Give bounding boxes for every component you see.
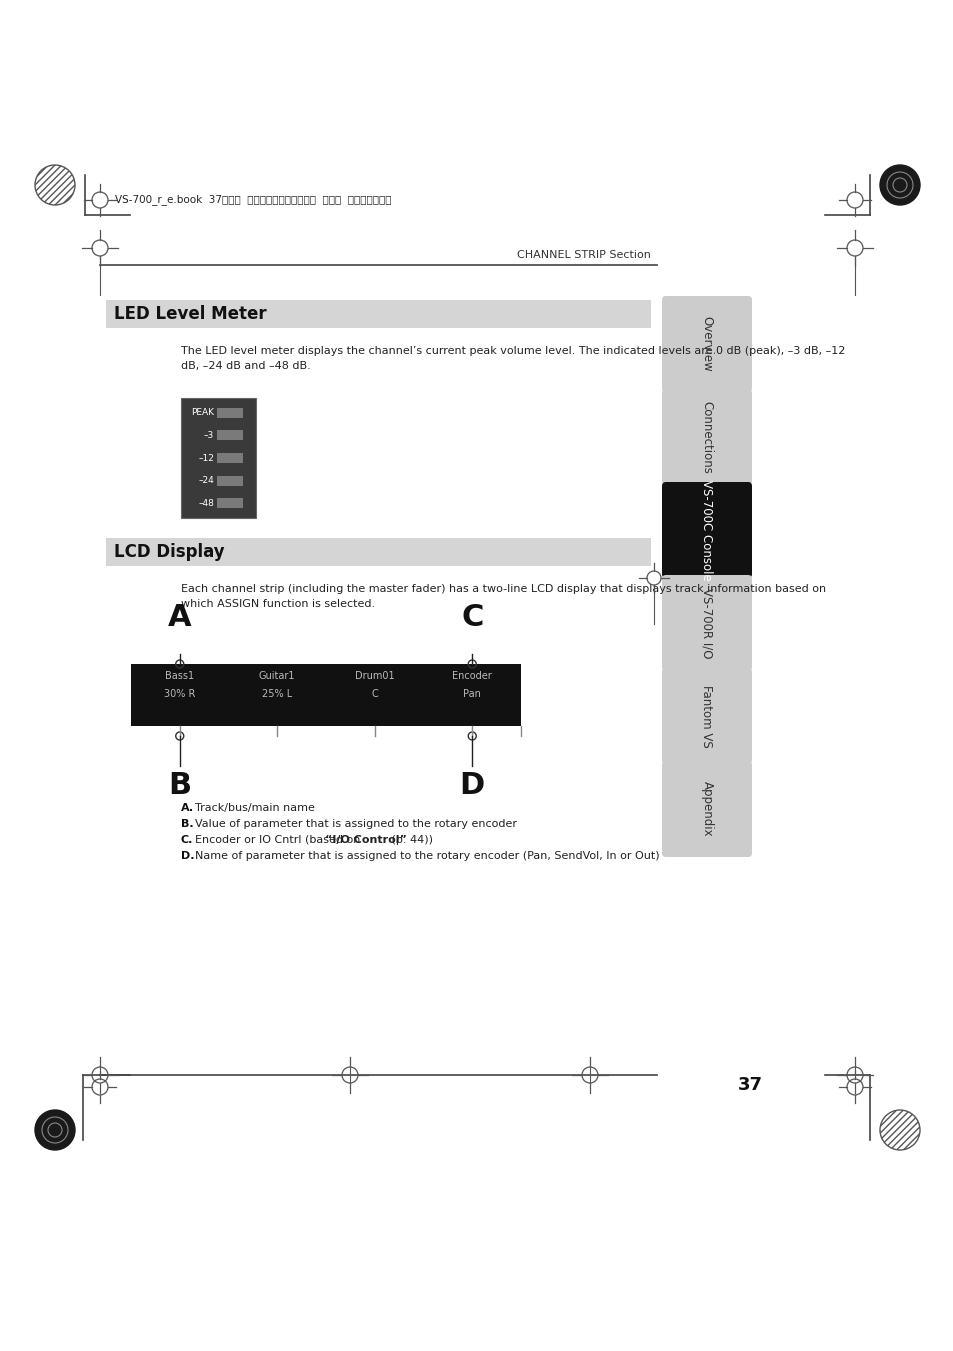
Text: Fantom VS: Fantom VS bbox=[700, 685, 713, 747]
Text: Pan: Pan bbox=[463, 689, 480, 698]
FancyBboxPatch shape bbox=[661, 576, 751, 671]
Text: Overview: Overview bbox=[700, 316, 713, 372]
Text: Bass1: Bass1 bbox=[165, 671, 194, 681]
Text: C.: C. bbox=[181, 835, 193, 844]
Bar bbox=[106, 538, 650, 566]
FancyBboxPatch shape bbox=[661, 389, 751, 485]
Text: –24: –24 bbox=[198, 476, 213, 485]
Text: Connections: Connections bbox=[700, 400, 713, 473]
Text: Drum01: Drum01 bbox=[355, 671, 395, 681]
Text: A.: A. bbox=[181, 802, 193, 813]
Bar bbox=[216, 431, 243, 440]
Text: 37: 37 bbox=[737, 1075, 761, 1094]
Text: VS-700R I/O: VS-700R I/O bbox=[700, 588, 713, 658]
Text: Encoder or IO Cntrl (based on: Encoder or IO Cntrl (based on bbox=[194, 835, 363, 844]
Text: B.: B. bbox=[181, 819, 193, 830]
Text: A: A bbox=[168, 603, 192, 632]
Text: Guitar1: Guitar1 bbox=[258, 671, 295, 681]
Text: B: B bbox=[168, 771, 192, 800]
Text: 30% R: 30% R bbox=[164, 689, 195, 698]
Bar bbox=[216, 453, 243, 463]
Text: D.: D. bbox=[181, 851, 194, 861]
Text: Track/bus/main name: Track/bus/main name bbox=[194, 802, 314, 813]
Circle shape bbox=[879, 165, 919, 205]
Text: VS-700C Console: VS-700C Console bbox=[700, 480, 713, 581]
Text: VS-700_r_e.book  37ページ  ２００８年１１月２０日  木曜日  午後２時２８分: VS-700_r_e.book 37ページ ２００８年１１月２０日 木曜日 午後… bbox=[115, 195, 391, 205]
Bar bbox=[106, 300, 650, 328]
FancyBboxPatch shape bbox=[661, 296, 751, 392]
Text: –12: –12 bbox=[198, 454, 213, 462]
FancyBboxPatch shape bbox=[661, 482, 751, 578]
Text: PEAK: PEAK bbox=[191, 408, 213, 417]
Text: Appendix: Appendix bbox=[700, 781, 713, 836]
Text: Value of parameter that is assigned to the rotary encoder: Value of parameter that is assigned to t… bbox=[194, 819, 517, 830]
Bar bbox=[131, 663, 520, 725]
Text: LED Level Meter: LED Level Meter bbox=[113, 305, 266, 323]
Text: C: C bbox=[460, 603, 483, 632]
Text: Encoder: Encoder bbox=[452, 671, 492, 681]
Text: D: D bbox=[459, 771, 484, 800]
Text: –3: –3 bbox=[204, 431, 213, 440]
Text: CHANNEL STRIP Section: CHANNEL STRIP Section bbox=[517, 250, 650, 259]
FancyBboxPatch shape bbox=[661, 761, 751, 857]
Text: (p. 44)): (p. 44)) bbox=[388, 835, 433, 844]
Circle shape bbox=[35, 1111, 75, 1150]
Text: –48: –48 bbox=[198, 499, 213, 508]
FancyBboxPatch shape bbox=[661, 667, 751, 765]
Text: 25% L: 25% L bbox=[262, 689, 292, 698]
Text: “I/O Control”: “I/O Control” bbox=[325, 835, 407, 844]
Bar bbox=[181, 399, 255, 517]
Text: Each channel strip (including the master fader) has a two-line LCD display that : Each channel strip (including the master… bbox=[181, 584, 825, 609]
Bar bbox=[216, 499, 243, 508]
Bar bbox=[216, 408, 243, 417]
Bar bbox=[216, 476, 243, 486]
Text: C: C bbox=[371, 689, 377, 698]
Text: Name of parameter that is assigned to the rotary encoder (Pan, SendVol, In or Ou: Name of parameter that is assigned to th… bbox=[194, 851, 659, 861]
Text: The LED level meter displays the channel’s current peak volume level. The indica: The LED level meter displays the channel… bbox=[181, 346, 844, 370]
Text: LCD Display: LCD Display bbox=[113, 543, 224, 561]
